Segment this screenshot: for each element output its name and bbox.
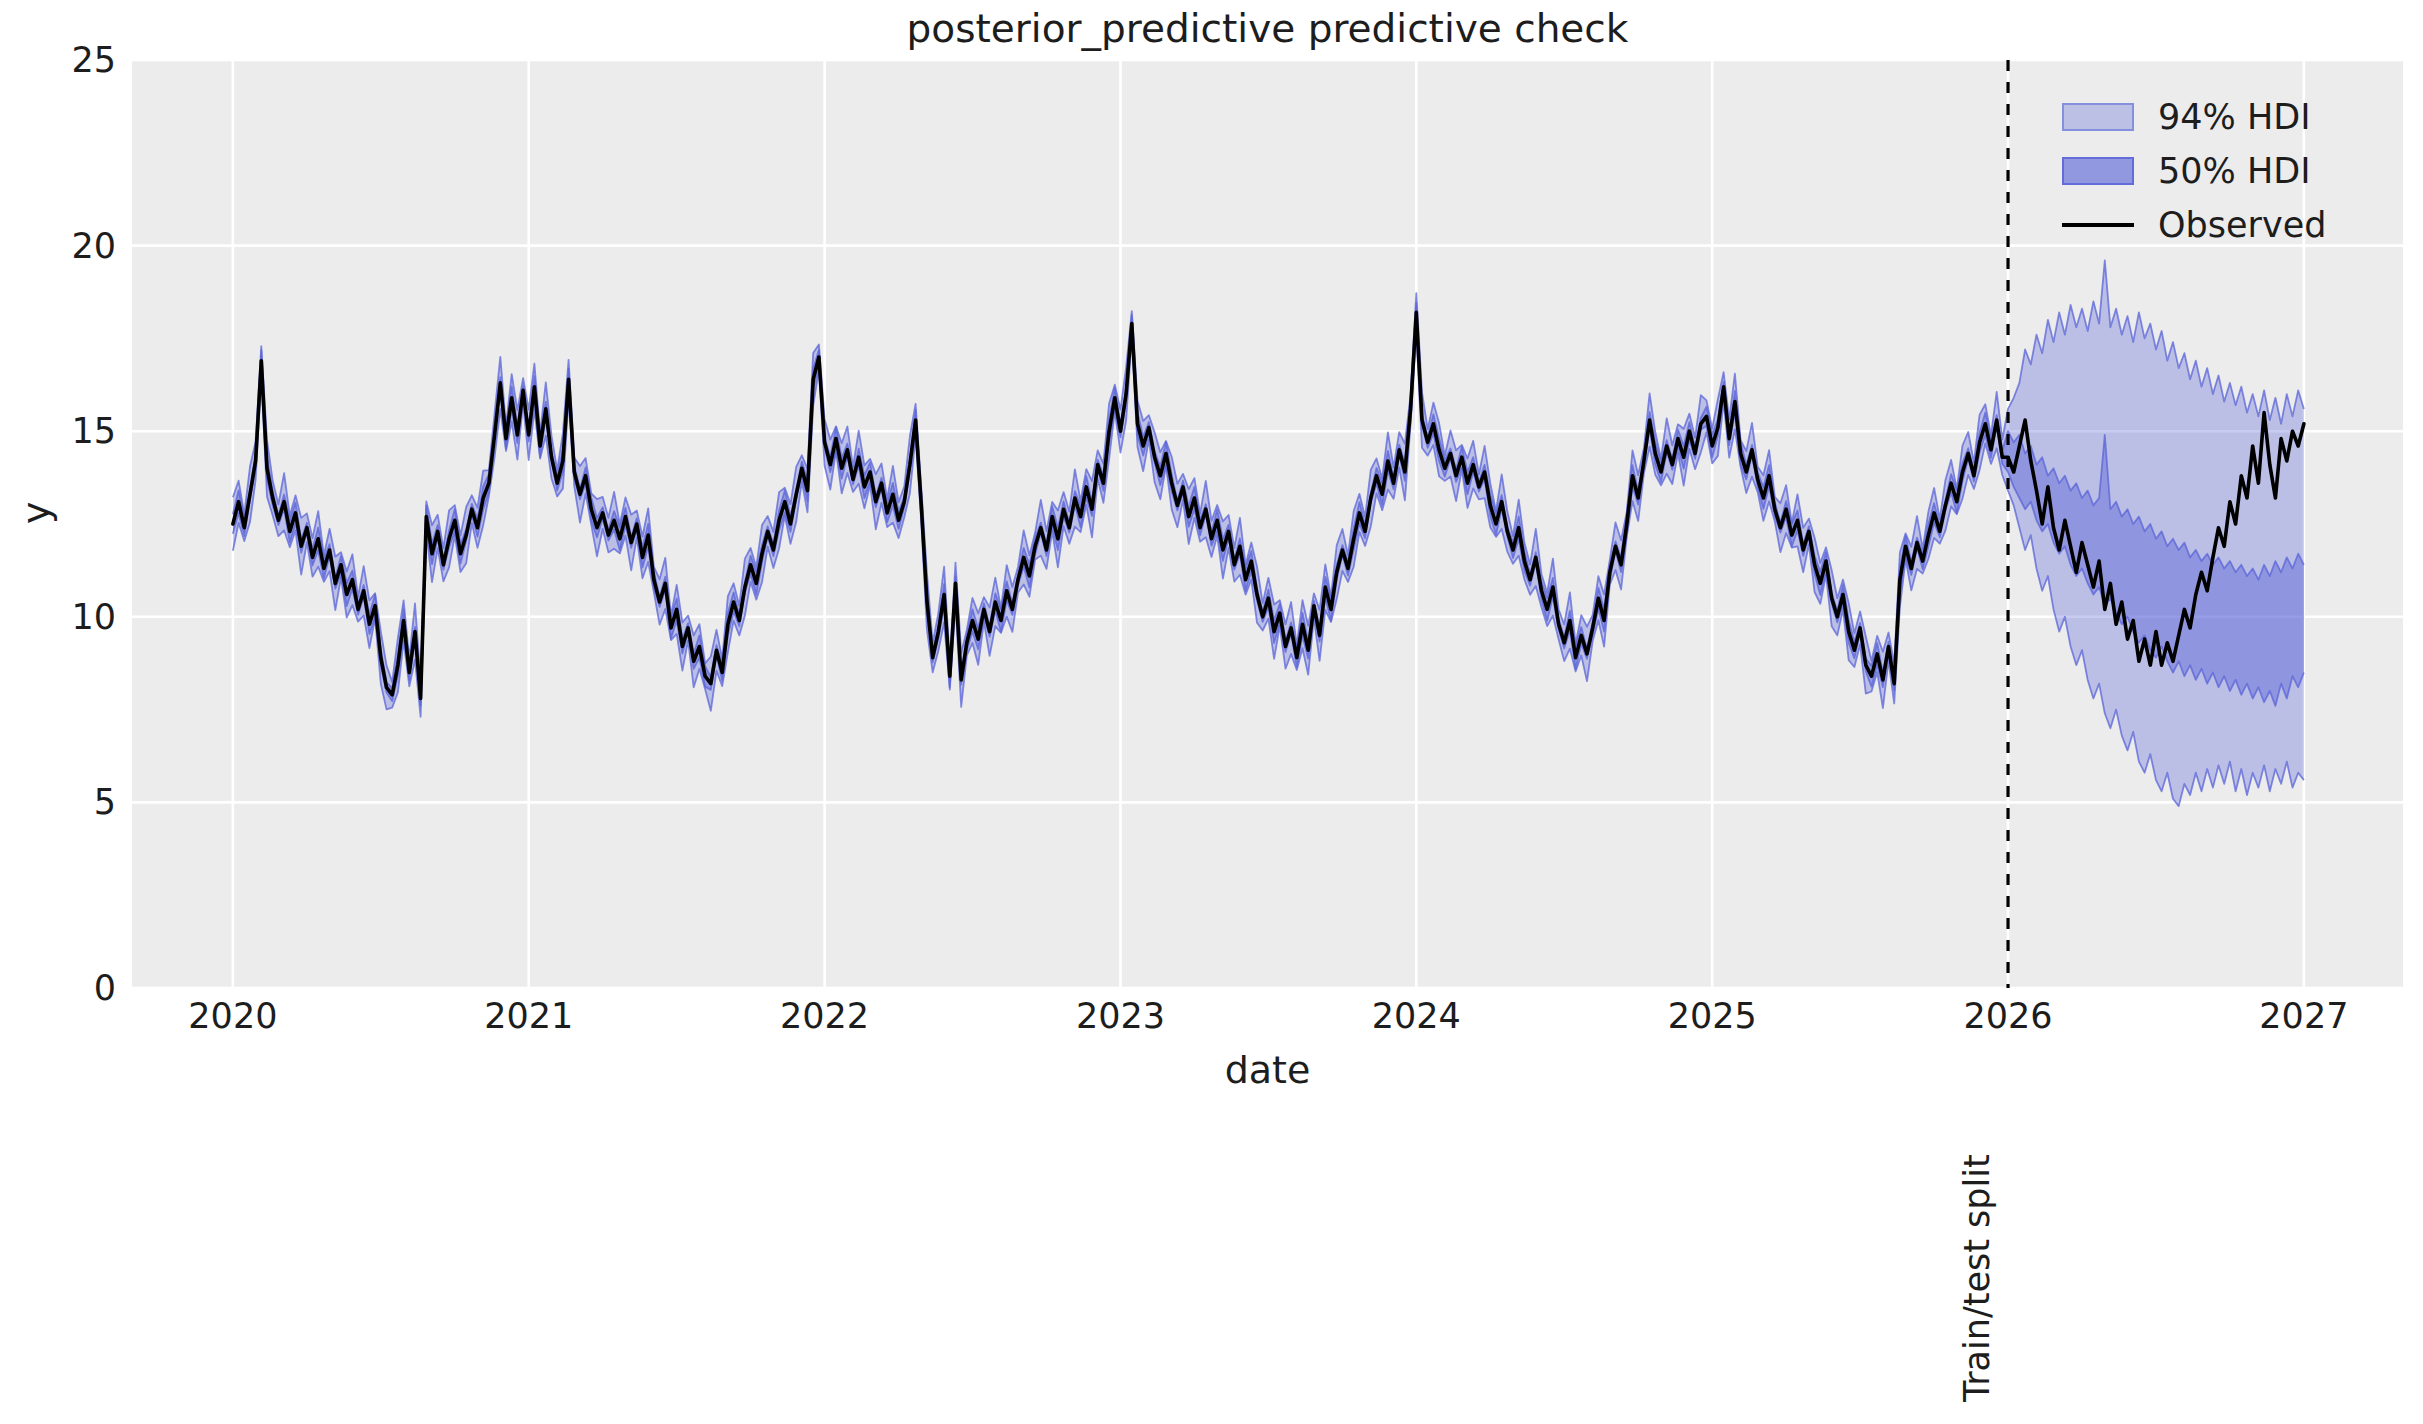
x-tick-label: 2024 (1372, 996, 1461, 1036)
legend: 94% HDI 50% HDI Observed (2062, 102, 2326, 240)
x-tick-label: 2021 (484, 996, 573, 1036)
chart-title: posterior_predictive predictive check (132, 6, 2403, 51)
hdi-50-swatch-icon (2062, 157, 2134, 185)
hdi-94-swatch-icon (2062, 103, 2134, 131)
y-tick-label: 20 (71, 226, 116, 266)
x-axis-label: date (132, 1048, 2403, 1092)
x-tick-label: 2023 (1076, 996, 1165, 1036)
x-tick-label: 2025 (1668, 996, 1757, 1036)
legend-label-50-hdi: 50% HDI (2158, 151, 2311, 191)
y-tick-label: 15 (71, 411, 116, 451)
x-tick-label: 2022 (780, 996, 869, 1036)
x-tick-label: 2026 (1963, 996, 2052, 1036)
legend-label-94-hdi: 94% HDI (2158, 97, 2311, 137)
train-test-split-label: Train/test split (1956, 1154, 1998, 1402)
legend-item-observed: Observed (2062, 210, 2326, 240)
legend-label-observed: Observed (2158, 205, 2326, 245)
y-tick-label: 5 (94, 782, 116, 822)
posterior-predictive-figure: 2020202120222023202420252026202705101520… (0, 0, 2423, 1424)
y-tick-label: 0 (94, 968, 116, 1008)
chart-canvas: 2020202120222023202420252026202705101520… (0, 0, 2423, 1424)
legend-item-94-hdi: 94% HDI (2062, 102, 2326, 132)
legend-item-50-hdi: 50% HDI (2062, 156, 2326, 186)
x-tick-label: 2027 (2259, 996, 2348, 1036)
y-axis-label: y (14, 502, 58, 525)
y-tick-label: 10 (71, 597, 116, 637)
y-tick-label: 25 (71, 40, 116, 80)
observed-line-swatch-icon (2062, 223, 2134, 227)
x-tick-label: 2020 (188, 996, 277, 1036)
